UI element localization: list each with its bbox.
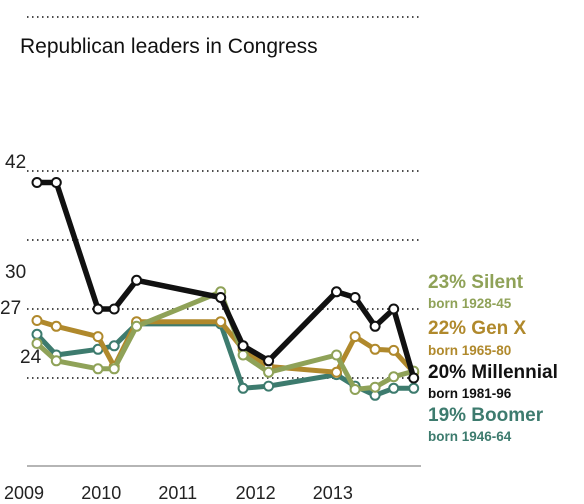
data-point-millennial-0 [31,177,43,188]
x-axis-tick-labels: 2009 2010 2011 2012 2013 [4,483,353,503]
y-tick-label-27: 27 [0,298,21,319]
data-point-gen-x-0 [31,315,43,326]
data-point-silent-9 [349,384,361,395]
data-point-gen-x-10 [369,343,381,355]
x-tick-label-2010: 2010 [81,483,121,503]
legend-label-millennial: 20% Millennial [428,362,558,383]
data-point-silent-3 [108,363,120,375]
x-tick-label-2013: 2013 [313,483,353,503]
data-point-millennial-5 [215,292,227,303]
data-point-silent-7 [263,366,275,378]
x-tick-label-2012: 2012 [236,483,276,503]
data-point-silent-2 [92,363,104,375]
data-point-millennial-3 [108,303,120,315]
data-point-boomer-12 [408,382,420,394]
data-point-gen-x-1 [50,320,62,332]
data-point-boomer-3 [108,340,120,352]
data-point-millennial-12 [408,372,420,384]
legend-label-gen-x: 22% Gen X [428,318,527,339]
data-point-boomer-6 [237,382,249,394]
legend-label-boomer: 19% Boomer [428,405,544,426]
x-tick-label-2011: 2011 [158,483,197,503]
data-point-millennial-10 [369,320,381,332]
legend: 23% Silent born 1928-45 22% Gen X born 1965… [428,272,558,444]
data-point-silent-11 [388,371,400,383]
data-point-gen-x-2 [92,331,104,343]
data-point-gen-x-5 [215,316,227,328]
data-point-gen-x-8 [331,366,342,378]
data-point-silent-0 [31,338,43,349]
data-point-millennial-4 [131,274,143,286]
data-point-millennial-6 [237,340,249,352]
data-point-gen-x-11 [388,344,400,356]
y-tick-label-30: 30 [5,262,26,283]
legend-sublabel-silent: born 1928-45 [428,296,512,311]
legend-sublabel-millennial: born 1981-96 [428,386,512,401]
x-tick-label-2009: 2009 [4,483,44,503]
data-point-silent-1 [50,355,62,367]
data-point-boomer-11 [388,382,400,394]
y-axis-tick-labels: 24 27 30 42 [0,152,42,368]
data-point-millennial-11 [388,303,400,315]
legend-sublabel-boomer: born 1946-64 [428,429,512,444]
y-tick-label-42: 42 [5,152,26,173]
series-millennial [31,177,420,384]
data-point-silent-8 [331,349,342,361]
data-point-boomer-0 [31,328,43,340]
data-point-millennial-2 [92,303,104,315]
data-point-millennial-7 [263,355,275,367]
data-point-millennial-9 [349,292,361,303]
data-point-silent-4 [131,320,143,332]
data-point-gen-x-9 [349,331,361,343]
data-point-boomer-7 [263,380,275,392]
series-silent [31,286,420,395]
chart-title: Republican leaders in Congress [20,35,318,58]
legend-label-silent: 23% Silent [428,272,524,293]
data-point-silent-10 [369,381,381,393]
data-point-millennial-1 [50,177,62,188]
data-point-millennial-8 [331,286,342,298]
data-point-silent-6 [237,349,249,361]
y-tick-label-24: 24 [20,347,42,368]
legend-sublabel-gen-x: born 1965-80 [428,343,511,358]
series-lines [31,177,420,401]
